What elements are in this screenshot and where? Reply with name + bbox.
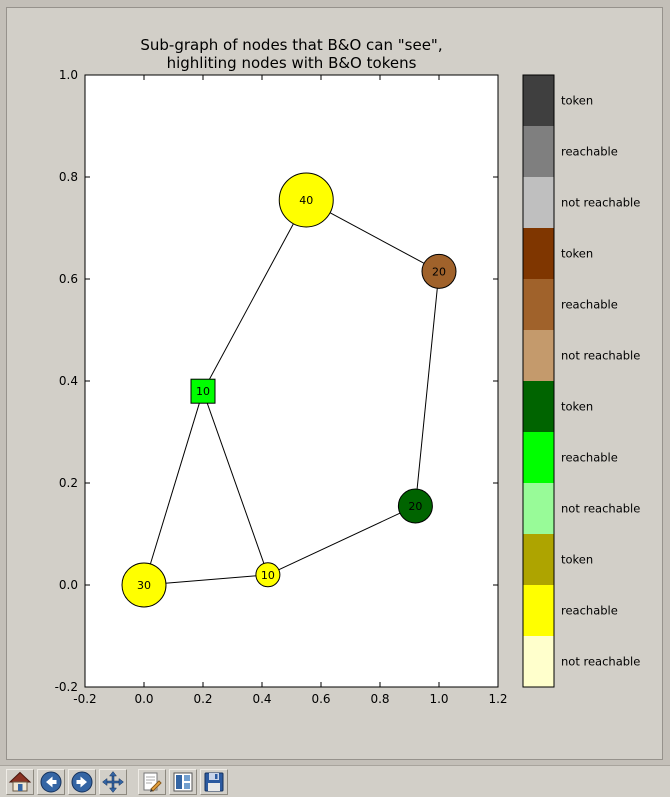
legend-frame bbox=[522, 74, 555, 688]
toolbar-save-button[interactable] bbox=[200, 768, 228, 795]
legend-label: reachable bbox=[561, 145, 618, 159]
graph-node-label: 20 bbox=[432, 265, 446, 278]
graph-edge bbox=[143, 391, 204, 586]
legend-label: not reachable bbox=[561, 196, 640, 210]
toolbar-back-button[interactable] bbox=[37, 768, 65, 795]
floppy-disk-icon bbox=[204, 772, 224, 791]
navigation-toolbar bbox=[0, 765, 670, 797]
legend-label: token bbox=[561, 247, 593, 261]
x-tick-label: 0.0 bbox=[134, 692, 153, 706]
y-tick-label: 0.4 bbox=[59, 374, 78, 388]
graph-node-label: 20 bbox=[408, 500, 422, 513]
legend-swatch bbox=[523, 534, 554, 585]
legend-label: token bbox=[561, 553, 593, 567]
legend-label: reachable bbox=[561, 298, 618, 312]
graph-edge bbox=[414, 271, 440, 507]
graph-edge bbox=[202, 199, 307, 392]
chart-title-line-2: highliting nodes with B&O tokens bbox=[166, 54, 417, 72]
chart-title-line-1: Sub-graph of nodes that B&O can "see", bbox=[140, 36, 443, 54]
legend-label: reachable bbox=[561, 604, 618, 618]
graph-node bbox=[397, 488, 433, 524]
graph-node bbox=[255, 562, 281, 588]
legend-swatch bbox=[523, 126, 554, 177]
graph-node-label: 10 bbox=[196, 385, 210, 398]
y-tick-label: 0.0 bbox=[59, 578, 78, 592]
graph-edge bbox=[267, 505, 416, 576]
legend-swatch bbox=[523, 585, 554, 636]
legend-label: token bbox=[561, 400, 593, 414]
toolbar-forward-button[interactable] bbox=[68, 768, 96, 795]
legend-swatch bbox=[523, 381, 554, 432]
home-icon bbox=[8, 771, 32, 791]
graph-node-label: 40 bbox=[299, 194, 313, 207]
legend-label: reachable bbox=[561, 451, 618, 465]
toolbar-subplots-button[interactable] bbox=[169, 768, 197, 795]
legend-swatch bbox=[523, 330, 554, 381]
toolbar-pan-button[interactable] bbox=[99, 768, 127, 795]
y-tick-label: 0.8 bbox=[59, 170, 78, 184]
y-tick-label: 1.0 bbox=[59, 68, 78, 82]
graph-node bbox=[421, 253, 457, 289]
y-tick-label: 0.2 bbox=[59, 476, 78, 490]
legend-label: token bbox=[561, 94, 593, 108]
arrow-left-circle-icon bbox=[40, 771, 62, 792]
arrow-right-circle-icon bbox=[71, 771, 93, 792]
graph-edge bbox=[202, 391, 269, 575]
x-tick-label: 0.6 bbox=[311, 692, 330, 706]
legend-swatch bbox=[523, 228, 554, 279]
pencil-paper-icon bbox=[143, 772, 162, 792]
x-tick-label: 1.0 bbox=[429, 692, 448, 706]
legend-swatch bbox=[523, 432, 554, 483]
graph-node bbox=[121, 562, 167, 608]
graph-node bbox=[278, 172, 334, 228]
graph-node-label: 30 bbox=[137, 579, 151, 592]
graph-node-label: 10 bbox=[261, 569, 275, 582]
y-tick-label: -0.2 bbox=[55, 680, 78, 694]
node-graph: 40 20 10 20 30 10 bbox=[121, 172, 457, 608]
legend-colorbar: token reachable not reachable token reachabl… bbox=[522, 74, 640, 688]
legend-label: not reachable bbox=[561, 349, 640, 363]
x-tick-label: 1.2 bbox=[488, 692, 507, 706]
graph-node bbox=[190, 378, 216, 404]
legend-swatch bbox=[523, 483, 554, 534]
toolbar-edit-button[interactable] bbox=[138, 768, 166, 795]
legend-swatch bbox=[523, 177, 554, 228]
subplots-window-icon bbox=[173, 772, 193, 791]
plot-svg: 40 20 10 20 30 10 -0.2 0.0 0.2 0.4 0.6 0.8 1.0 1.2 -0.… bbox=[55, 68, 641, 706]
y-tick-label: 0.6 bbox=[59, 272, 78, 286]
legend-swatch bbox=[523, 636, 554, 687]
axes-frame bbox=[84, 74, 499, 688]
legend-label: not reachable bbox=[561, 655, 640, 669]
move-arrows-icon bbox=[102, 770, 124, 793]
x-tick-label: 0.8 bbox=[370, 692, 389, 706]
toolbar-home-button[interactable] bbox=[6, 768, 34, 795]
legend-swatch bbox=[523, 75, 554, 126]
x-tick-label: 0.2 bbox=[193, 692, 212, 706]
chart-title: Sub-graph of nodes that B&O can "see", h… bbox=[85, 36, 498, 72]
legend-label: not reachable bbox=[561, 502, 640, 516]
x-tick-label: -0.2 bbox=[73, 692, 96, 706]
x-tick-label: 0.4 bbox=[252, 692, 271, 706]
legend-swatch bbox=[523, 279, 554, 330]
